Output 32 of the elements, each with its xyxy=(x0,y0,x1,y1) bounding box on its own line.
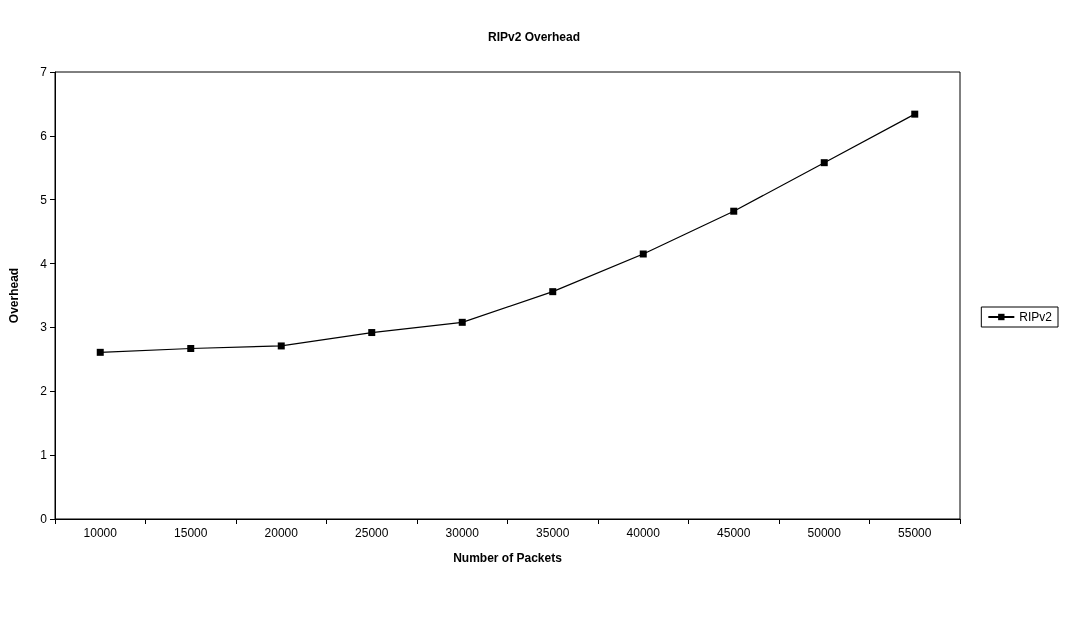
point xyxy=(187,345,195,352)
x-tick-label: 55000 xyxy=(898,526,932,540)
x-tick-label: 40000 xyxy=(626,526,661,540)
point xyxy=(730,207,738,215)
y-tick-label: 0 xyxy=(40,512,48,526)
chart-title: RIPv2 Overhead xyxy=(487,30,581,44)
x-tick-label: 10000 xyxy=(83,526,118,540)
point xyxy=(549,288,557,296)
point xyxy=(911,110,919,118)
x-tick-label: 45000 xyxy=(717,526,751,540)
y-tick-label: 4 xyxy=(40,256,48,271)
point xyxy=(458,318,466,326)
x-tick-label: 20000 xyxy=(264,526,299,540)
x-axis-title: Number of Packets xyxy=(453,551,563,565)
y-tick-label: 6 xyxy=(40,128,48,143)
point xyxy=(277,342,285,350)
x-tick-label: 35000 xyxy=(536,526,570,540)
y-tick-label: 5 xyxy=(40,192,48,207)
x-tick-label: 15000 xyxy=(174,526,208,540)
x-tick-label: 25000 xyxy=(355,526,389,540)
point xyxy=(639,250,647,258)
y-axis-title: Overhead xyxy=(7,267,21,324)
point xyxy=(820,159,828,167)
y-tick-label: 7 xyxy=(40,65,48,79)
x-tick-label: 30000 xyxy=(445,526,480,540)
y-tick-label: 3 xyxy=(40,320,48,335)
point xyxy=(96,348,104,356)
x-tick-label: 50000 xyxy=(807,526,842,540)
legend-label: RIPv2 xyxy=(1019,310,1053,324)
y-tick-label: 1 xyxy=(40,448,48,463)
y-tick-label: 2 xyxy=(40,384,48,399)
point xyxy=(368,329,376,337)
